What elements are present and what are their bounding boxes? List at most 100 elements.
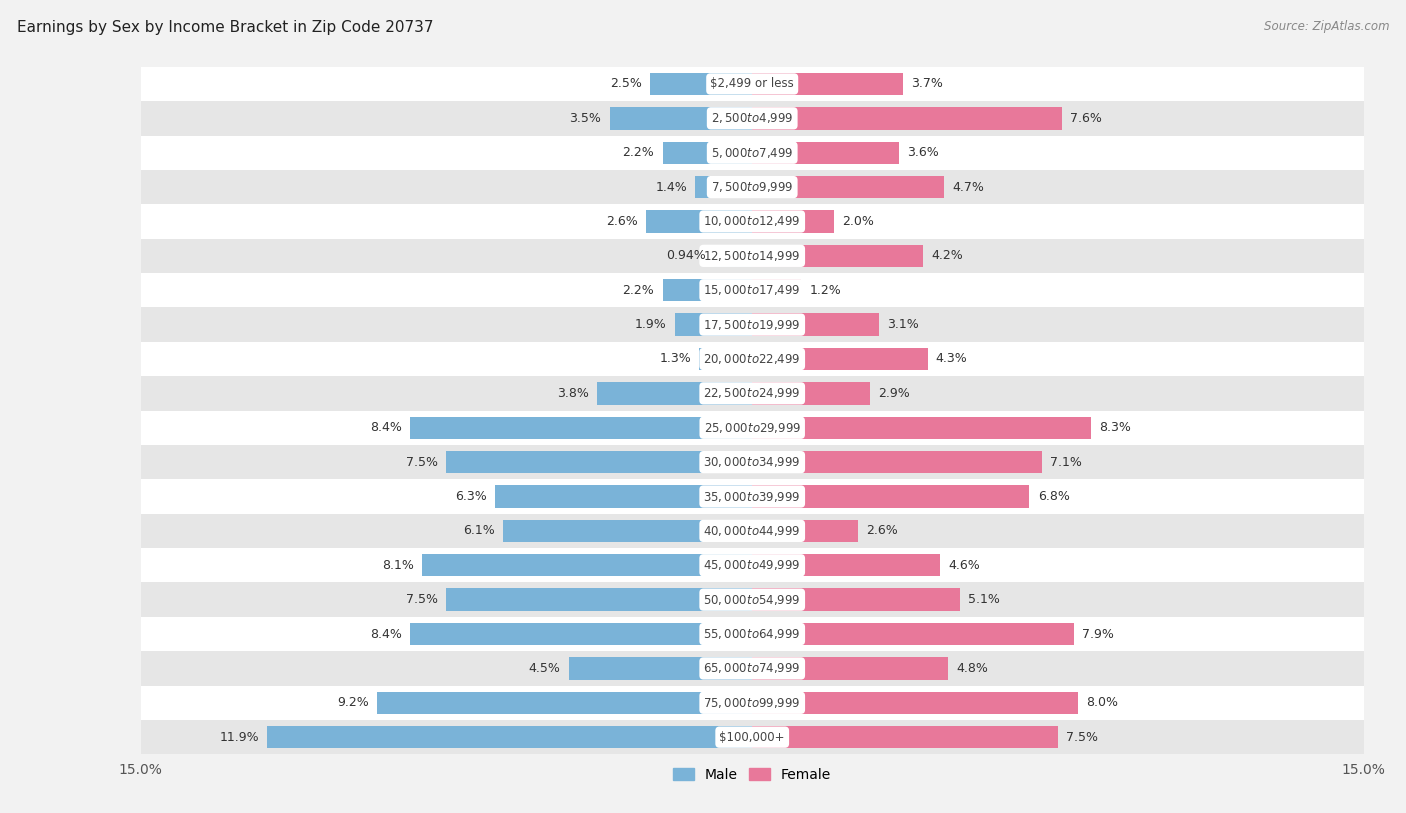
Bar — [752, 348, 928, 370]
Bar — [141, 341, 1364, 376]
Text: 4.7%: 4.7% — [952, 180, 984, 193]
Bar — [752, 279, 801, 302]
Text: 3.1%: 3.1% — [887, 318, 918, 331]
Bar — [651, 73, 752, 95]
Text: 8.0%: 8.0% — [1087, 696, 1119, 709]
Bar — [141, 582, 1364, 617]
Text: 2.6%: 2.6% — [606, 215, 638, 228]
Text: 6.8%: 6.8% — [1038, 490, 1070, 503]
Text: 8.1%: 8.1% — [382, 559, 413, 572]
Bar — [141, 273, 1364, 307]
Bar — [752, 485, 1029, 507]
Text: 1.2%: 1.2% — [810, 284, 841, 297]
Bar — [610, 107, 752, 129]
Bar — [141, 480, 1364, 514]
Text: 3.8%: 3.8% — [557, 387, 589, 400]
Bar — [141, 445, 1364, 480]
Bar — [752, 726, 1059, 748]
Bar — [141, 651, 1364, 685]
Text: 3.7%: 3.7% — [911, 77, 943, 90]
Bar — [141, 307, 1364, 341]
Bar — [141, 685, 1364, 720]
Text: 7.5%: 7.5% — [1066, 731, 1098, 744]
Text: 0.94%: 0.94% — [666, 250, 706, 263]
Text: $55,000 to $64,999: $55,000 to $64,999 — [703, 627, 801, 641]
Bar — [141, 170, 1364, 204]
Bar — [752, 623, 1074, 646]
Text: 2.5%: 2.5% — [610, 77, 643, 90]
Text: 4.3%: 4.3% — [936, 353, 967, 366]
Bar — [141, 204, 1364, 239]
Bar — [695, 176, 752, 198]
Bar — [662, 279, 752, 302]
Text: 6.1%: 6.1% — [464, 524, 495, 537]
Text: 11.9%: 11.9% — [219, 731, 259, 744]
Bar — [714, 245, 752, 267]
Bar — [141, 411, 1364, 445]
Bar — [141, 376, 1364, 411]
Bar — [141, 101, 1364, 136]
Bar — [752, 107, 1062, 129]
Text: $17,500 to $19,999: $17,500 to $19,999 — [703, 318, 801, 332]
Text: 2.0%: 2.0% — [842, 215, 873, 228]
Text: Source: ZipAtlas.com: Source: ZipAtlas.com — [1264, 20, 1389, 33]
Text: 5.1%: 5.1% — [969, 593, 1000, 606]
Text: 4.2%: 4.2% — [932, 250, 963, 263]
Bar — [752, 451, 1042, 473]
Bar — [141, 67, 1364, 101]
Text: $35,000 to $39,999: $35,000 to $39,999 — [703, 489, 801, 503]
Text: 1.9%: 1.9% — [636, 318, 666, 331]
Bar — [141, 239, 1364, 273]
Text: $5,000 to $7,499: $5,000 to $7,499 — [711, 146, 793, 159]
Bar — [752, 520, 858, 542]
Text: $2,500 to $4,999: $2,500 to $4,999 — [711, 111, 793, 125]
Text: 3.6%: 3.6% — [907, 146, 939, 159]
Text: $10,000 to $12,499: $10,000 to $12,499 — [703, 215, 801, 228]
Text: 2.2%: 2.2% — [623, 284, 654, 297]
Bar — [141, 136, 1364, 170]
Text: $12,500 to $14,999: $12,500 to $14,999 — [703, 249, 801, 263]
Text: $25,000 to $29,999: $25,000 to $29,999 — [703, 421, 801, 435]
Bar — [447, 589, 752, 611]
Bar — [647, 211, 752, 233]
Text: $22,500 to $24,999: $22,500 to $24,999 — [703, 386, 801, 400]
Legend: Male, Female: Male, Female — [668, 762, 837, 787]
Text: 8.3%: 8.3% — [1099, 421, 1130, 434]
Bar — [752, 176, 943, 198]
Bar — [699, 348, 752, 370]
Text: $7,500 to $9,999: $7,500 to $9,999 — [711, 180, 793, 194]
Bar — [409, 416, 752, 439]
Text: $45,000 to $49,999: $45,000 to $49,999 — [703, 559, 801, 572]
Text: 7.5%: 7.5% — [406, 593, 439, 606]
Bar — [752, 657, 948, 680]
Bar — [495, 485, 752, 507]
Text: $40,000 to $44,999: $40,000 to $44,999 — [703, 524, 801, 538]
Text: 2.6%: 2.6% — [866, 524, 898, 537]
Bar — [752, 589, 960, 611]
Bar — [267, 726, 752, 748]
Bar — [662, 141, 752, 164]
Text: 7.6%: 7.6% — [1070, 112, 1102, 125]
Bar — [569, 657, 752, 680]
Text: 3.5%: 3.5% — [569, 112, 602, 125]
Bar — [503, 520, 752, 542]
Text: $50,000 to $54,999: $50,000 to $54,999 — [703, 593, 801, 606]
Bar — [752, 554, 939, 576]
Bar — [752, 245, 924, 267]
Text: 8.4%: 8.4% — [370, 421, 402, 434]
Bar — [752, 314, 879, 336]
Bar — [409, 623, 752, 646]
Text: $15,000 to $17,499: $15,000 to $17,499 — [703, 283, 801, 298]
Text: 2.2%: 2.2% — [623, 146, 654, 159]
Text: $65,000 to $74,999: $65,000 to $74,999 — [703, 662, 801, 676]
Bar — [141, 617, 1364, 651]
Bar — [752, 382, 870, 405]
Text: $75,000 to $99,999: $75,000 to $99,999 — [703, 696, 801, 710]
Text: $30,000 to $34,999: $30,000 to $34,999 — [703, 455, 801, 469]
Text: 1.4%: 1.4% — [655, 180, 688, 193]
Bar — [752, 211, 834, 233]
Text: 8.4%: 8.4% — [370, 628, 402, 641]
Bar — [752, 141, 898, 164]
Bar — [752, 692, 1078, 714]
Text: $20,000 to $22,499: $20,000 to $22,499 — [703, 352, 801, 366]
